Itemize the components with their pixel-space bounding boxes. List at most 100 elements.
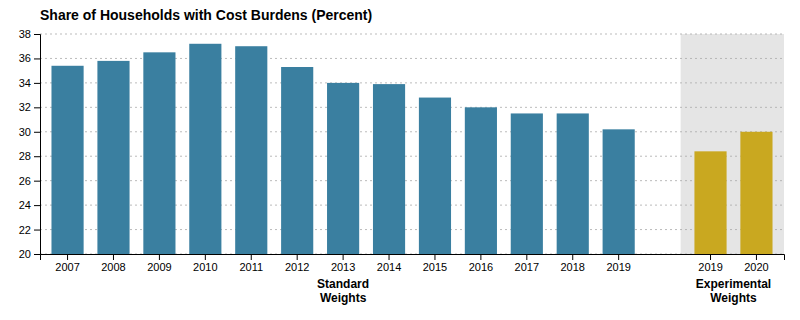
x-tick-label: 2011 bbox=[239, 261, 263, 273]
y-tick-label: 24 bbox=[19, 199, 31, 211]
bar bbox=[419, 98, 451, 254]
x-tick: 2019 bbox=[606, 254, 630, 273]
x-tick-mark bbox=[480, 254, 481, 260]
x-tick-label: 2009 bbox=[147, 261, 171, 273]
y-axis-line bbox=[34, 35, 41, 255]
y-tick-label: 26 bbox=[19, 175, 31, 187]
x-tick-label: 2012 bbox=[285, 261, 309, 273]
y-tick-mark bbox=[34, 254, 40, 255]
x-tick-label: 2008 bbox=[101, 261, 125, 273]
x-axis: 2007 2008 2009 2010 2011 2012 2013 2014 2015 2016… bbox=[41, 254, 785, 273]
x-tick-mark bbox=[434, 254, 435, 260]
x-tick-label: 2020 bbox=[744, 261, 768, 273]
bar bbox=[511, 113, 543, 254]
bar bbox=[51, 66, 83, 254]
chart: 20 22 24 26 28 30 32 34 36 38 2007 2008 2009 2010 2011… bbox=[0, 0, 800, 320]
x-tick-label: 2010 bbox=[193, 261, 217, 273]
bar bbox=[97, 61, 129, 254]
x-tick-mark bbox=[526, 254, 527, 260]
bar bbox=[603, 129, 635, 254]
y-tick: 20 bbox=[19, 248, 40, 260]
bar bbox=[740, 132, 772, 254]
x-tick-label: 2018 bbox=[560, 261, 584, 273]
y-tick-label: 38 bbox=[19, 28, 31, 40]
y-tick: 28 bbox=[19, 150, 40, 162]
x-tick-mark bbox=[756, 254, 757, 260]
y-tick-label: 28 bbox=[19, 150, 31, 162]
y-tick: 36 bbox=[19, 52, 40, 64]
x-tick: 2014 bbox=[377, 254, 401, 273]
x-tick-mark bbox=[389, 254, 390, 260]
x-tick: 2009 bbox=[147, 254, 171, 273]
y-tick: 24 bbox=[19, 199, 40, 211]
x-tick-mark bbox=[67, 254, 68, 260]
x-tick-label: 2017 bbox=[515, 261, 539, 273]
y-tick-mark bbox=[34, 181, 40, 182]
bar bbox=[143, 52, 175, 254]
x-tick-mark bbox=[159, 254, 160, 260]
x-tick-mark bbox=[710, 254, 711, 260]
x-axis-line bbox=[41, 255, 785, 261]
y-axis: 20 22 24 26 28 30 32 34 36 38 bbox=[19, 28, 41, 260]
y-tick-mark bbox=[34, 205, 40, 206]
x-tick: 2018 bbox=[560, 254, 584, 273]
grid-line bbox=[40, 34, 784, 35]
x-tick-label: 2016 bbox=[469, 261, 493, 273]
x-tick-label: 2013 bbox=[331, 261, 355, 273]
y-tick: 34 bbox=[19, 77, 40, 89]
bar bbox=[281, 67, 313, 254]
bar bbox=[557, 113, 589, 254]
x-tick-mark bbox=[205, 254, 206, 260]
y-tick-mark bbox=[34, 156, 40, 157]
x-tick-label: 2019 bbox=[698, 261, 722, 273]
y-tick-mark bbox=[34, 132, 40, 133]
x-tick: 2016 bbox=[469, 254, 493, 273]
x-tick: 2013 bbox=[331, 254, 355, 273]
x-tick: 2008 bbox=[101, 254, 125, 273]
y-tick: 32 bbox=[19, 101, 40, 113]
y-tick-mark bbox=[34, 107, 40, 108]
y-tick-label: 22 bbox=[19, 224, 31, 236]
x-tick: 2010 bbox=[193, 254, 217, 273]
x-tick: 2019 bbox=[698, 254, 722, 273]
y-tick-mark bbox=[34, 34, 40, 35]
y-tick-label: 20 bbox=[19, 248, 31, 260]
y-tick-label: 32 bbox=[19, 101, 31, 113]
y-tick: 22 bbox=[19, 224, 40, 236]
x-tick-mark bbox=[618, 254, 619, 260]
x-tick-label: 2007 bbox=[55, 261, 79, 273]
y-tick: 30 bbox=[19, 126, 40, 138]
x-tick: 2020 bbox=[744, 254, 768, 273]
bar bbox=[465, 107, 497, 254]
group-label: ExperimentalWeights bbox=[696, 277, 771, 305]
bar bbox=[327, 83, 359, 254]
x-tick-label: 2014 bbox=[377, 261, 401, 273]
group-label: StandardWeights bbox=[317, 277, 369, 305]
x-tick-mark bbox=[251, 254, 252, 260]
y-tick-label: 36 bbox=[19, 52, 31, 64]
bar bbox=[235, 46, 267, 254]
title: Share of Households with Cost Burdens (P… bbox=[40, 7, 372, 23]
y-tick: 26 bbox=[19, 175, 40, 187]
plot-area: 20 22 24 26 28 30 32 34 36 38 2007 2008 2009 2010 2011… bbox=[19, 28, 787, 305]
bars bbox=[51, 44, 772, 254]
y-tick-label: 30 bbox=[19, 126, 31, 138]
x-tick-mark bbox=[572, 254, 573, 260]
x-tick-mark bbox=[297, 254, 298, 260]
y-tick-mark bbox=[34, 230, 40, 231]
x-tick: 2017 bbox=[515, 254, 539, 273]
bar bbox=[189, 44, 221, 254]
x-tick: 2007 bbox=[55, 254, 79, 273]
x-tick: 2011 bbox=[239, 254, 263, 273]
grid bbox=[40, 34, 784, 254]
x-tick-mark bbox=[343, 254, 344, 260]
x-tick-label: 2015 bbox=[423, 261, 447, 273]
x-tick-mark bbox=[113, 254, 114, 260]
x-tick: 2015 bbox=[423, 254, 447, 273]
bar bbox=[694, 151, 726, 254]
y-tick-mark bbox=[34, 83, 40, 84]
section-background bbox=[681, 34, 784, 254]
x-tick: 2012 bbox=[285, 254, 309, 273]
y-tick: 38 bbox=[19, 28, 40, 40]
y-tick-mark bbox=[34, 58, 40, 59]
